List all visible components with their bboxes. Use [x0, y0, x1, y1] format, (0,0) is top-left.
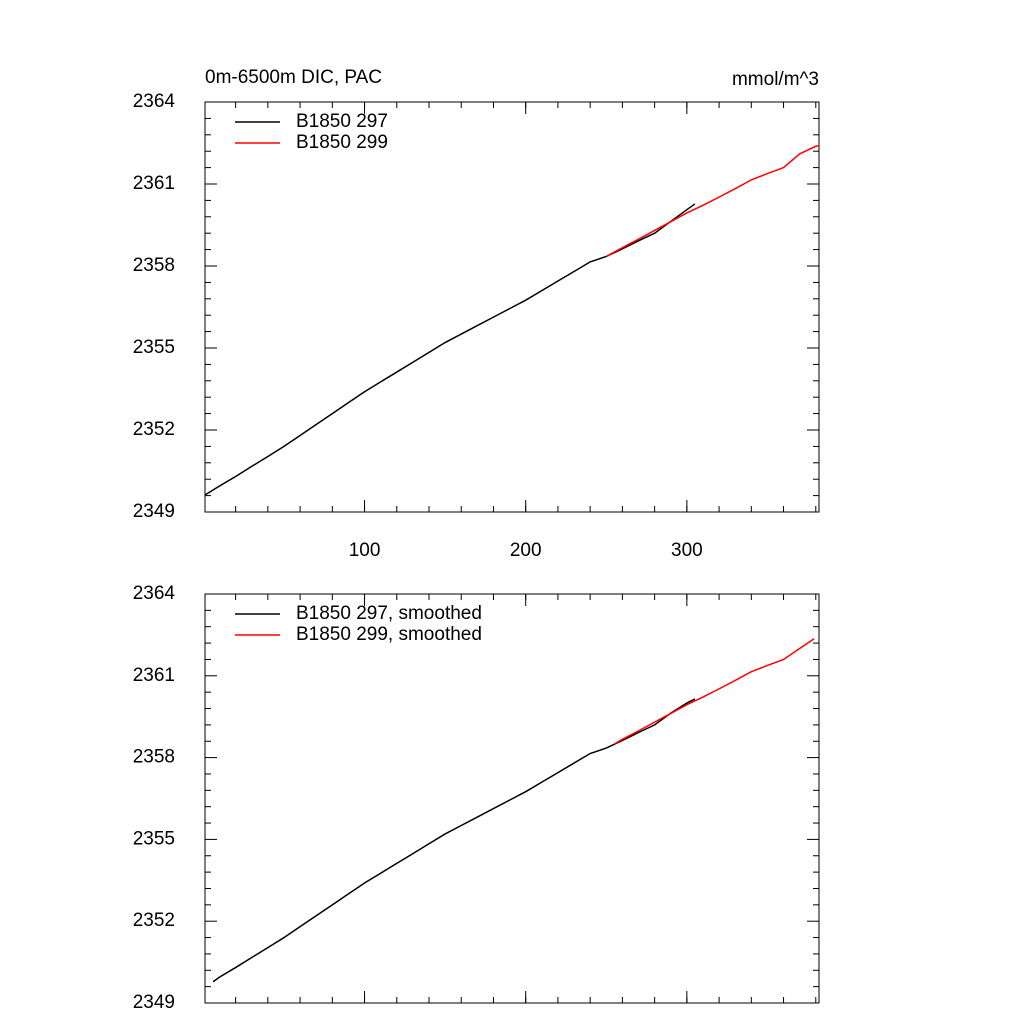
units-label: mmol/m^3 [732, 69, 819, 90]
y-tick-label: 2364 [133, 583, 176, 604]
series-line [613, 638, 815, 745]
y-tick-label: 2352 [133, 419, 175, 440]
y-tick-label: 2349 [133, 501, 175, 522]
legend-label: B1850 299, smoothed [296, 624, 482, 645]
y-tick-label: 2358 [133, 747, 175, 768]
x-tick-label: 200 [510, 540, 542, 561]
y-tick-label: 2361 [133, 665, 175, 686]
y-tick-label: 2364 [133, 91, 176, 112]
plot-frame [204, 101, 820, 513]
x-tick-label: 100 [349, 540, 381, 561]
y-tick-label: 2355 [133, 337, 175, 358]
chart-title: 0m-6500m DIC, PAC [205, 67, 382, 88]
y-tick-label: 2352 [133, 910, 175, 931]
y-tick-label: 2349 [133, 992, 175, 1013]
y-tick-label: 2355 [133, 828, 175, 849]
plot-frame [204, 593, 820, 1004]
legend-label: B1850 299 [296, 132, 388, 153]
y-tick-label: 2358 [133, 255, 175, 276]
series-line [212, 698, 696, 983]
legend-label: B1850 297, smoothed [296, 603, 482, 624]
x-tick-label: 300 [671, 540, 703, 561]
series-line [605, 144, 820, 258]
series-line [204, 203, 696, 496]
y-tick-label: 2361 [133, 173, 175, 194]
legend-label: B1850 297 [296, 111, 388, 132]
